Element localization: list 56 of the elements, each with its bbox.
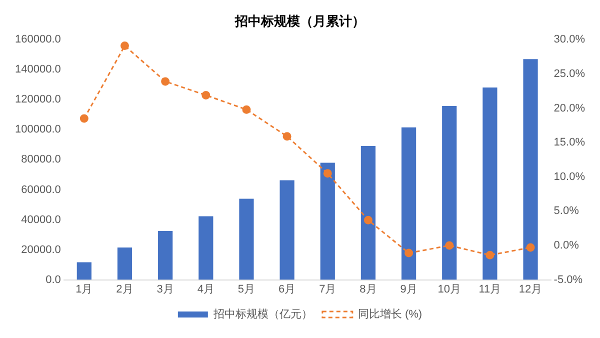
bar [320, 162, 335, 280]
point [282, 132, 292, 141]
x-tick-label: 1月 [76, 283, 93, 296]
bar [360, 146, 376, 280]
x-tick-label: 10月 [438, 283, 461, 296]
y2-tick-label: 25.0% [554, 68, 586, 80]
y2-tick-label: 30.0% [554, 34, 586, 46]
x-tick-label: 7月 [319, 283, 336, 296]
y2-tick-label: 20.0% [554, 102, 586, 114]
point [526, 243, 535, 252]
point [161, 77, 170, 86]
y-tick-label: 0.0 [46, 274, 61, 286]
point [445, 241, 454, 250]
point [364, 216, 372, 224]
point [80, 114, 88, 123]
bar [117, 248, 132, 280]
y-tick-label: 140000.0 [14, 64, 61, 76]
bar [76, 262, 92, 280]
bar [523, 59, 538, 280]
bar [158, 231, 173, 280]
x-tick-label: 9月 [400, 283, 418, 296]
point [120, 42, 129, 50]
y2-tick-label: 5.0% [554, 205, 580, 218]
x-tick-label: 2月 [116, 283, 134, 296]
y-tick-label: 20000.0 [21, 244, 61, 256]
y2-tick-label: 0.0% [554, 240, 580, 252]
y-tick-label: 60000.0 [21, 184, 61, 196]
bar [198, 216, 214, 280]
bar [401, 127, 416, 280]
x-tick-label: 5月 [238, 283, 256, 296]
y2-tick-label: 10.0% [554, 170, 586, 183]
point [404, 248, 414, 258]
x-tick-label: 11月 [478, 283, 502, 296]
chart-title: 招中标规模（月累计） [234, 13, 365, 28]
y2-tick-label: -5.0% [554, 274, 583, 286]
legend-label: 同比增长 (%) [358, 308, 422, 321]
y-tick-label: 120000.0 [14, 94, 61, 106]
bar [482, 87, 498, 280]
y-tick-label: 100000.0 [14, 124, 61, 136]
legend-label: 招中标规模（亿元） [212, 308, 312, 321]
point [242, 105, 251, 114]
y-tick-label: 160000.0 [14, 34, 61, 46]
y-tick-label: 80000.0 [21, 154, 61, 166]
point [486, 250, 494, 260]
bar [239, 198, 254, 280]
x-tick-label: 8月 [360, 283, 377, 296]
y-tick-label: 40000.0 [21, 214, 61, 226]
x-tick-label: 3月 [156, 283, 174, 296]
point [202, 90, 210, 100]
point [323, 169, 332, 178]
y2-tick-label: 15.0% [554, 136, 586, 149]
x-tick-label: 4月 [197, 283, 214, 296]
bar [442, 106, 457, 280]
bar [280, 180, 294, 280]
x-tick-label: 6月 [278, 283, 296, 296]
x-tick-label: 12月 [518, 283, 542, 296]
